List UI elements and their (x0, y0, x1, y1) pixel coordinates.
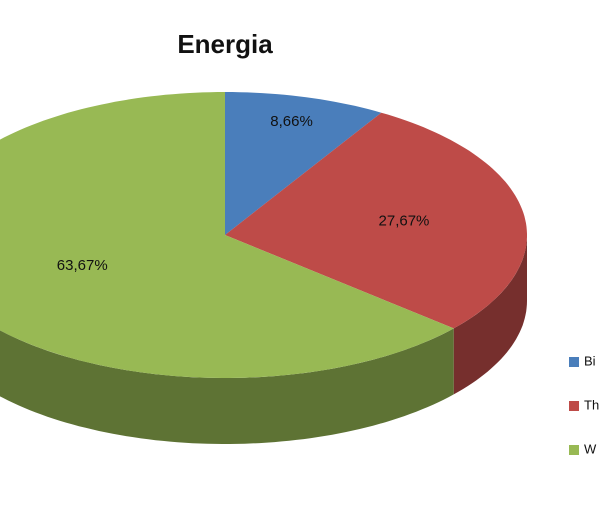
legend-swatch (569, 357, 579, 367)
chart-title: Energia (177, 29, 273, 59)
data-label: 63,67% (57, 257, 108, 274)
legend-label: Bi (584, 353, 596, 368)
pie-slice (225, 92, 382, 235)
legend-label: W (584, 441, 597, 456)
legend-label: Th (584, 397, 599, 412)
pie-slice-side (0, 328, 454, 444)
pie-slice (225, 112, 527, 329)
data-label: 8,66% (270, 113, 313, 130)
data-label: 27,67% (379, 213, 430, 230)
pie-slice-side (453, 235, 527, 395)
legend-swatch (569, 401, 579, 411)
legend-swatch (569, 445, 579, 455)
pie-slice (0, 92, 454, 378)
